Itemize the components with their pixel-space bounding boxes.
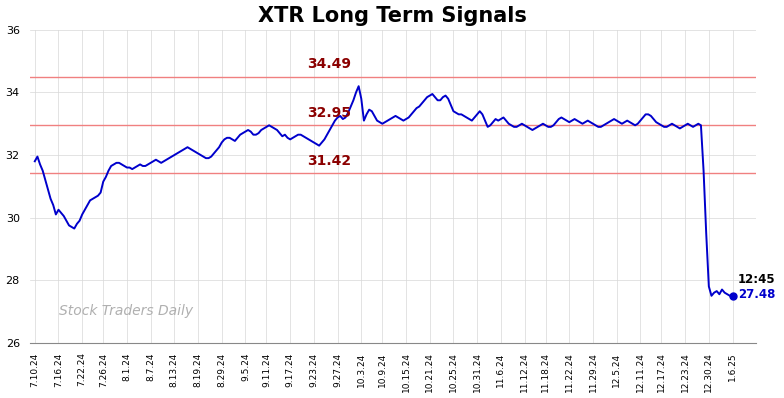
Text: 34.49: 34.49 bbox=[307, 57, 351, 72]
Text: Stock Traders Daily: Stock Traders Daily bbox=[59, 304, 193, 318]
Title: XTR Long Term Signals: XTR Long Term Signals bbox=[259, 6, 528, 25]
Text: 12:45: 12:45 bbox=[738, 273, 775, 286]
Text: 32.95: 32.95 bbox=[307, 106, 351, 120]
Text: 31.42: 31.42 bbox=[307, 154, 351, 168]
Text: 27.48: 27.48 bbox=[738, 289, 775, 301]
